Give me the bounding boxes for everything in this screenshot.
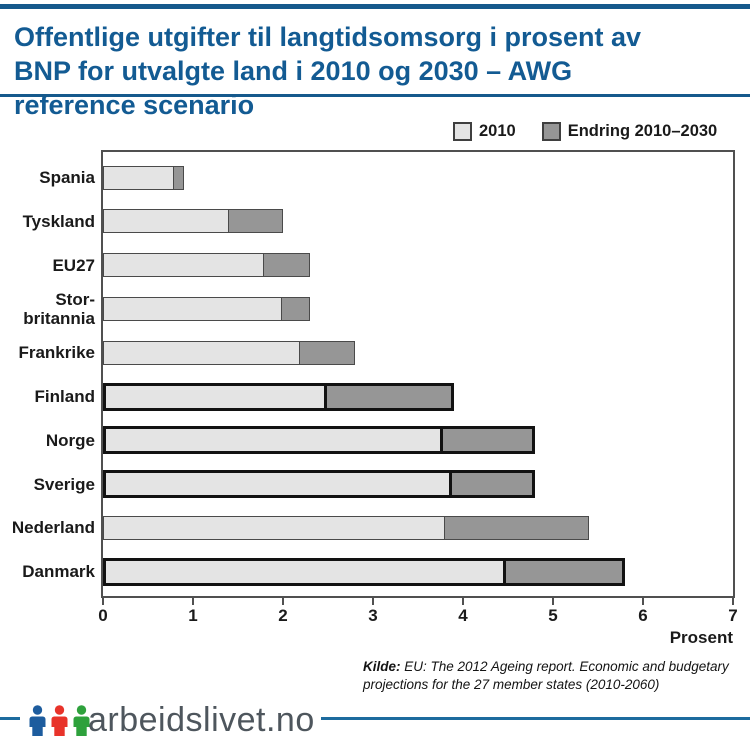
bar-segment-2010 bbox=[106, 560, 507, 583]
axis-tick-label: 0 bbox=[98, 606, 108, 625]
bar-segment-2010 bbox=[104, 297, 283, 320]
axis-tick-label: 2 bbox=[278, 606, 288, 625]
footer-rule-left bbox=[0, 717, 20, 720]
bar-segment-endring bbox=[228, 210, 282, 233]
legend-label-2010: 2010 bbox=[479, 122, 516, 140]
bar-row bbox=[103, 253, 310, 278]
category-label: Tyskland bbox=[22, 211, 95, 231]
bar-segment-2010 bbox=[106, 429, 444, 452]
bar-segment-endring bbox=[327, 385, 451, 408]
legend-label-endring: Endring 2010–2030 bbox=[567, 122, 718, 140]
bar-segment-endring bbox=[506, 560, 622, 583]
category-labels: Spania Tyskland EU27 Stor- britannia Frankri… bbox=[0, 152, 95, 596]
person-icon-red bbox=[51, 705, 68, 736]
bar-segment-2010 bbox=[106, 385, 328, 408]
top-rule bbox=[0, 4, 750, 9]
x-axis-ticks bbox=[102, 598, 734, 606]
bar-row bbox=[103, 209, 283, 234]
legend-swatch-endring bbox=[541, 122, 561, 141]
bar-row bbox=[103, 515, 589, 540]
bar-segment-2010 bbox=[104, 516, 445, 539]
axis-tick bbox=[102, 598, 104, 605]
bar-segment-2010 bbox=[104, 166, 175, 189]
bar-segment-2010 bbox=[104, 341, 301, 364]
axis-tick bbox=[732, 598, 734, 605]
bar-segment-endring bbox=[264, 254, 309, 277]
bar-segment-endring bbox=[174, 166, 183, 189]
axis-tick bbox=[552, 598, 554, 605]
legend-swatch-2010 bbox=[453, 122, 472, 141]
axis-tick-label: 7 bbox=[728, 606, 738, 625]
category-label: Danmark bbox=[22, 562, 95, 582]
bar-segment-2010 bbox=[106, 473, 453, 496]
bar-row bbox=[103, 382, 454, 411]
bar-row bbox=[103, 165, 184, 190]
source-text: EU: The 2012 Ageing report. Economic and… bbox=[363, 659, 729, 692]
bar-segment-endring bbox=[443, 429, 532, 452]
person-icon-blue bbox=[29, 705, 46, 736]
brand-name: arbeidslivet.no bbox=[88, 701, 315, 739]
title-rule bbox=[0, 94, 750, 97]
axis-tick-label: 5 bbox=[548, 606, 558, 625]
bar-segment-endring bbox=[452, 473, 532, 496]
x-axis-label: Prosent bbox=[669, 628, 733, 647]
bar-row bbox=[103, 557, 625, 586]
axis-tick-label: 4 bbox=[458, 606, 468, 625]
axis-tick bbox=[372, 598, 374, 605]
category-label: Sverige bbox=[33, 474, 95, 494]
chart-legend: 2010 Endring 2010–2030 bbox=[453, 122, 717, 141]
bar-segment-endring bbox=[300, 341, 354, 364]
x-axis-tick-labels: 0 1 2 3 4 5 6 7 bbox=[98, 606, 737, 626]
plot-area bbox=[101, 150, 735, 598]
category-label: EU27 bbox=[52, 255, 95, 275]
bar-row bbox=[103, 296, 310, 321]
category-label: Norge bbox=[45, 430, 95, 450]
bar-row bbox=[103, 426, 535, 455]
source-label: Kilde: bbox=[363, 659, 401, 674]
bar-row bbox=[103, 470, 535, 499]
category-label: Frankrike bbox=[18, 343, 95, 363]
bar-segment-endring bbox=[444, 516, 588, 539]
bar-row bbox=[103, 340, 355, 365]
category-label: Stor- britannia bbox=[23, 289, 95, 328]
axis-tick-label: 6 bbox=[638, 606, 648, 625]
category-label: Nederland bbox=[11, 518, 95, 538]
bar-segment-endring bbox=[282, 297, 309, 320]
category-label: Spania bbox=[39, 168, 95, 187]
axis-tick bbox=[192, 598, 194, 605]
bar-segment-2010 bbox=[104, 254, 265, 277]
axis-tick bbox=[642, 598, 644, 605]
chart-title: Offentlige utgifter til langtidsomsorg i… bbox=[14, 22, 642, 120]
people-logo-icon bbox=[29, 705, 90, 736]
source-note: Kilde: EU: The 2012 Ageing report. Econo… bbox=[363, 658, 735, 693]
axis-tick bbox=[282, 598, 284, 605]
bar-segment-2010 bbox=[104, 210, 229, 233]
category-label: Finland bbox=[34, 387, 95, 406]
person-icon-green bbox=[73, 705, 90, 736]
axis-tick-label: 1 bbox=[188, 606, 198, 625]
footer-rule-right bbox=[321, 717, 750, 720]
axis-tick-label: 3 bbox=[368, 606, 378, 625]
axis-tick bbox=[462, 598, 464, 605]
